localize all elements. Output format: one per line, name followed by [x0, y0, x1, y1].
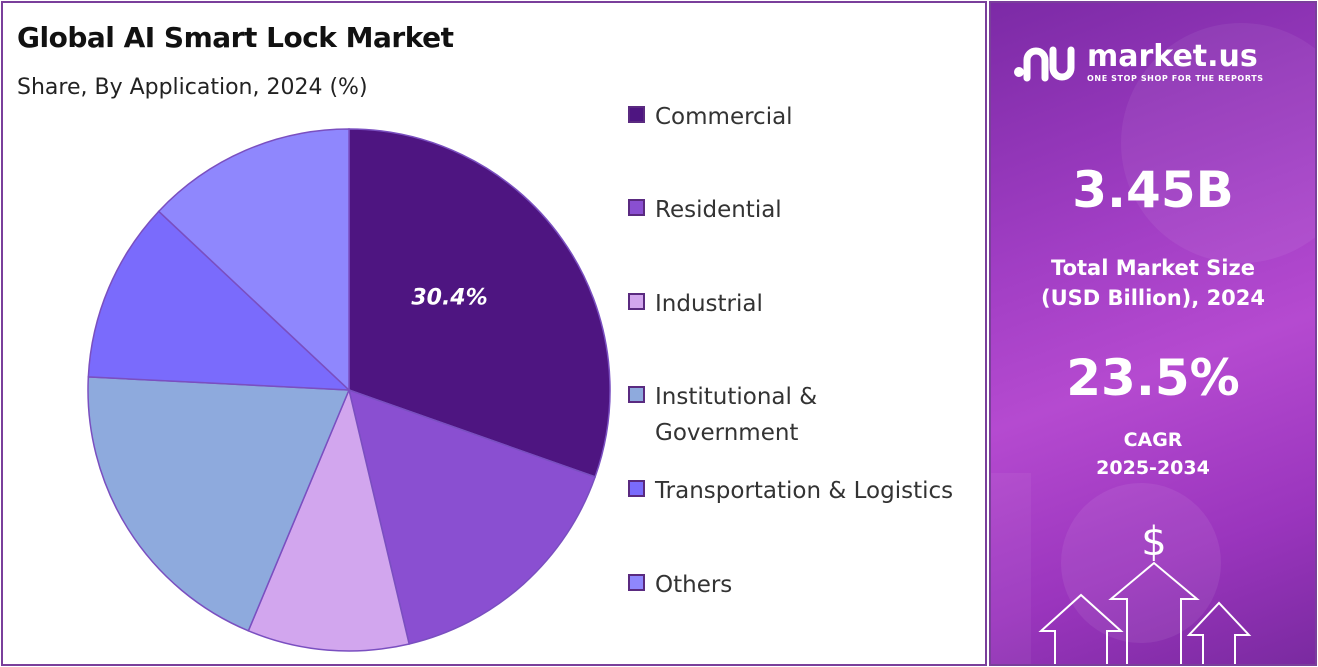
legend-item-institutional-government: Institutional & Government — [628, 379, 855, 451]
pie-data-label: 30.4% — [411, 286, 487, 311]
pie-slice-transportation-logistics — [87, 210, 352, 391]
brand: market.us ONE STOP SHOP FOR THE REPORTS — [1013, 41, 1264, 83]
legend-item-transportation-logistics: Transportation & Logistics — [628, 473, 985, 509]
legend-item-industrial: Industrial — [628, 286, 985, 322]
legend-swatch — [628, 386, 645, 403]
pie-chart: 30.4% — [87, 128, 611, 652]
legend-label: Transportation & Logistics — [655, 478, 954, 504]
legend-item-residential: Residential — [628, 192, 985, 228]
cagr-label-line1: CAGR — [1123, 429, 1183, 451]
legend-swatch — [628, 293, 645, 310]
legend-swatch — [628, 574, 645, 591]
pie-slice-institutional-government — [87, 376, 351, 632]
chart-title: Global AI Smart Lock Market — [17, 21, 454, 54]
pie-slice-commercial — [348, 128, 611, 478]
pie-slice-others — [157, 128, 350, 392]
market-size-value: 3.45B — [1072, 161, 1234, 219]
market-summary-panel: $ market.us ONE STOP SHOP FOR THE REPORT… — [989, 1, 1317, 666]
brand-name: market.us — [1087, 39, 1258, 74]
pie-slice-industrial — [247, 387, 411, 652]
market-size-label-line2: (USD Billion), 2024 — [1040, 286, 1266, 310]
market-size-label-line1: Total Market Size — [1051, 256, 1255, 280]
legend-swatch — [628, 480, 645, 497]
chart-legend: Commercial Residential Industrial Instit… — [628, 3, 988, 667]
chart-panel: Global AI Smart Lock Market Share, By Ap… — [1, 1, 987, 666]
background-decor: $ — [991, 23, 1315, 664]
cagr-label-line2: 2025-2034 — [1096, 457, 1210, 479]
chart-subtitle: Share, By Application, 2024 (%) — [17, 75, 368, 100]
legend-item-others: Others — [628, 567, 985, 603]
legend-label: Commercial — [655, 104, 793, 130]
brand-tagline: ONE STOP SHOP FOR THE REPORTS — [1087, 74, 1264, 83]
market-us-logo-icon — [1014, 46, 1075, 82]
legend-swatch — [628, 199, 645, 216]
dollar-arrows-icon — [1038, 561, 1252, 664]
cagr-value: 23.5% — [1066, 349, 1240, 407]
pie-slice-residential — [347, 388, 597, 645]
legend-swatch — [628, 106, 645, 123]
legend-label: Residential — [655, 197, 782, 223]
legend-label: Industrial — [655, 291, 763, 317]
legend-label: Institutional & Government — [655, 384, 818, 446]
legend-label: Others — [655, 572, 733, 598]
legend-item-commercial: Commercial — [628, 99, 985, 135]
dollar-sign: $ — [1141, 519, 1166, 565]
